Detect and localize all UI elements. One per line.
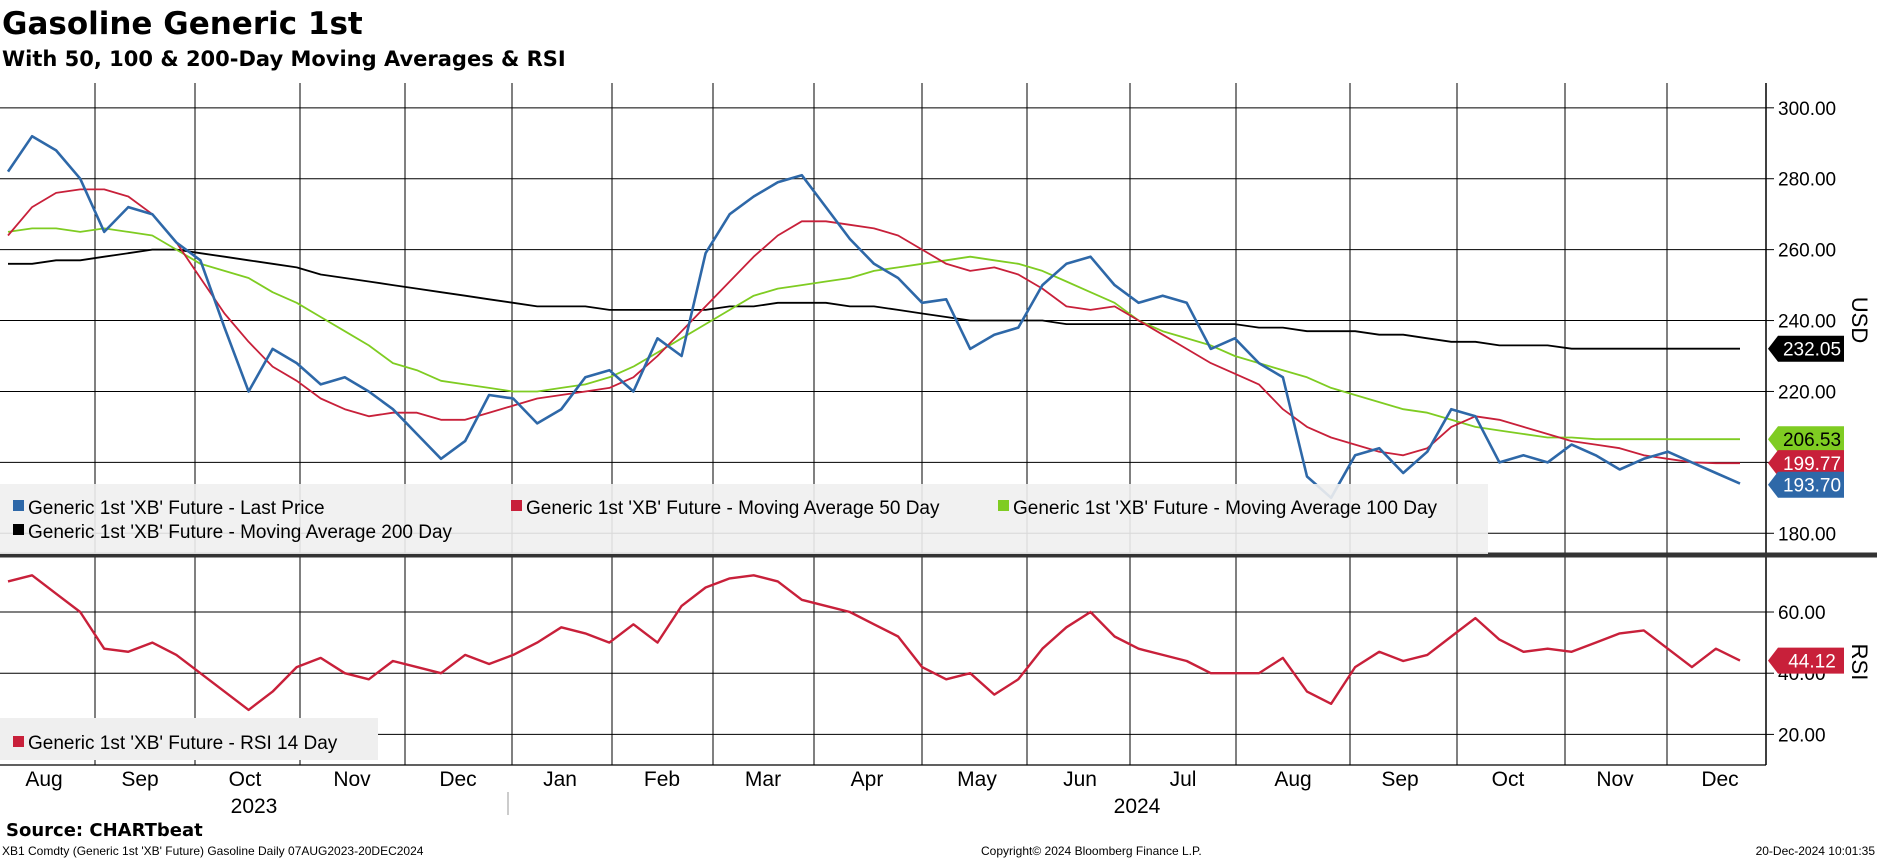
x-month-label-oct: Oct	[229, 768, 262, 791]
footer-source: Source: CHARTbeat	[6, 820, 203, 841]
price-tick-label: 180.00	[1778, 524, 1836, 545]
value-tag-label: 44.12	[1788, 652, 1836, 673]
price-tick-label: 260.00	[1778, 241, 1836, 262]
x-month-label-nov: Nov	[333, 768, 371, 791]
value-tag-generic-1st-xb-future-moving-average-100-day: 206.53	[1768, 426, 1844, 453]
x-month-label-sep: Sep	[1381, 768, 1418, 791]
x-month-label-jan: Jan	[543, 768, 577, 791]
legend-swatch-ma100	[998, 500, 1009, 511]
value-tag-box	[1768, 335, 1844, 362]
value-tag-generic-1st-xb-future-moving-average-50-day: 199.77	[1768, 450, 1844, 477]
price-tick-label: 280.00	[1778, 170, 1836, 191]
x-month-label-sep: Sep	[121, 768, 158, 791]
footer-timestamp: 20-Dec-2024 10:01:35	[1756, 844, 1876, 858]
value-tag-label: 232.05	[1783, 340, 1841, 361]
price-legend-background	[0, 484, 1488, 554]
x-month-label-jul: Jul	[1170, 768, 1197, 791]
price-tick-label: 240.00	[1778, 312, 1836, 333]
value-tag-box	[1768, 426, 1844, 453]
x-month-label-nov: Nov	[1596, 768, 1634, 791]
legend-swatch-rsi	[13, 736, 24, 747]
series-line-generic-1st-xb-future-rsi-14-day	[7, 574, 1741, 712]
rsi-legend: Generic 1st 'XB' Future - RSI 14 Day	[0, 718, 378, 760]
value-tag-label: 199.77	[1783, 454, 1841, 475]
price-series-group	[6, 134, 1741, 500]
value-tag-box	[1768, 471, 1844, 498]
series-line-generic-1st-xb-future-moving-average-200-day	[8, 248, 1740, 350]
series-line-generic-1st-xb-future-moving-average-50-day	[7, 188, 1740, 465]
legend-last-price: Generic 1st 'XB' Future - Last Price	[28, 498, 325, 519]
legend-swatch-ma200	[13, 524, 24, 535]
x-year-label-2023: 2023	[231, 795, 278, 818]
rsi-tick-label: 20.00	[1778, 725, 1826, 746]
rsi-series-group	[7, 574, 1741, 712]
x-month-label-oct: Oct	[1492, 768, 1525, 791]
price-tick-label: 220.00	[1778, 382, 1836, 403]
chart-title: Gasoline Generic 1st	[2, 6, 363, 42]
chart-subtitle: With 50, 100 & 200-Day Moving Averages &…	[2, 47, 566, 71]
legend-swatch-ma50	[511, 500, 522, 511]
value-tag-label: 206.53	[1783, 430, 1841, 451]
value-tag-label: 193.70	[1783, 476, 1841, 497]
price-gridlines	[0, 107, 1774, 534]
value-tag-box	[1768, 647, 1844, 674]
footer-description: XB1 Comdty (Generic 1st 'XB' Future) Gas…	[2, 844, 424, 858]
value-tag-generic-1st-xb-future-rsi-14-day: 44.12	[1768, 647, 1844, 674]
x-month-label-feb: Feb	[644, 768, 680, 791]
legend-ma200: Generic 1st 'XB' Future - Moving Average…	[28, 522, 453, 543]
footer-copyright: Copyright© 2024 Bloomberg Finance L.P.	[981, 844, 1202, 858]
series-line-generic-1st-xb-future-moving-average-100-day	[7, 227, 1740, 441]
rsi-tick-label: 60.00	[1778, 603, 1826, 624]
value-tag-generic-1st-xb-future-last-price: 193.70	[1768, 471, 1844, 498]
rsi-y-axis-label: RSI	[1847, 644, 1872, 681]
x-month-label-jun: Jun	[1063, 768, 1097, 791]
legend-ma100: Generic 1st 'XB' Future - Moving Average…	[1013, 498, 1438, 519]
x-month-label-may: May	[957, 768, 997, 791]
legend-ma50: Generic 1st 'XB' Future - Moving Average…	[526, 498, 940, 519]
price-legend: Generic 1st 'XB' Future - Last Price Gen…	[0, 484, 1488, 554]
price-y-axis-label: USD	[1847, 297, 1872, 343]
value-tag-box	[1768, 450, 1844, 477]
series-line-generic-1st-xb-future-last-price	[6, 134, 1741, 500]
legend-rsi: Generic 1st 'XB' Future - RSI 14 Day	[28, 733, 338, 754]
value-tag-generic-1st-xb-future-moving-average-200-day: 232.05	[1768, 335, 1844, 362]
price-tick-label: 300.00	[1778, 99, 1836, 120]
x-month-labels: Aug Sep Oct Nov Dec Jan Feb Mar Apr May Jun Jul Aug S…	[25, 768, 1738, 791]
vertical-gridlines	[94, 83, 1668, 765]
x-year-label-2024: 2024	[1114, 795, 1161, 818]
x-month-label-mar: Mar	[745, 768, 781, 791]
x-month-label-apr: Apr	[851, 768, 884, 791]
legend-swatch-last-price	[13, 500, 24, 511]
x-month-label-dec: Dec	[1701, 768, 1738, 791]
x-month-label-aug: Aug	[25, 768, 62, 791]
x-month-label-aug: Aug	[1274, 768, 1311, 791]
x-month-label-dec: Dec	[439, 768, 476, 791]
rsi-legend-background	[0, 718, 378, 760]
